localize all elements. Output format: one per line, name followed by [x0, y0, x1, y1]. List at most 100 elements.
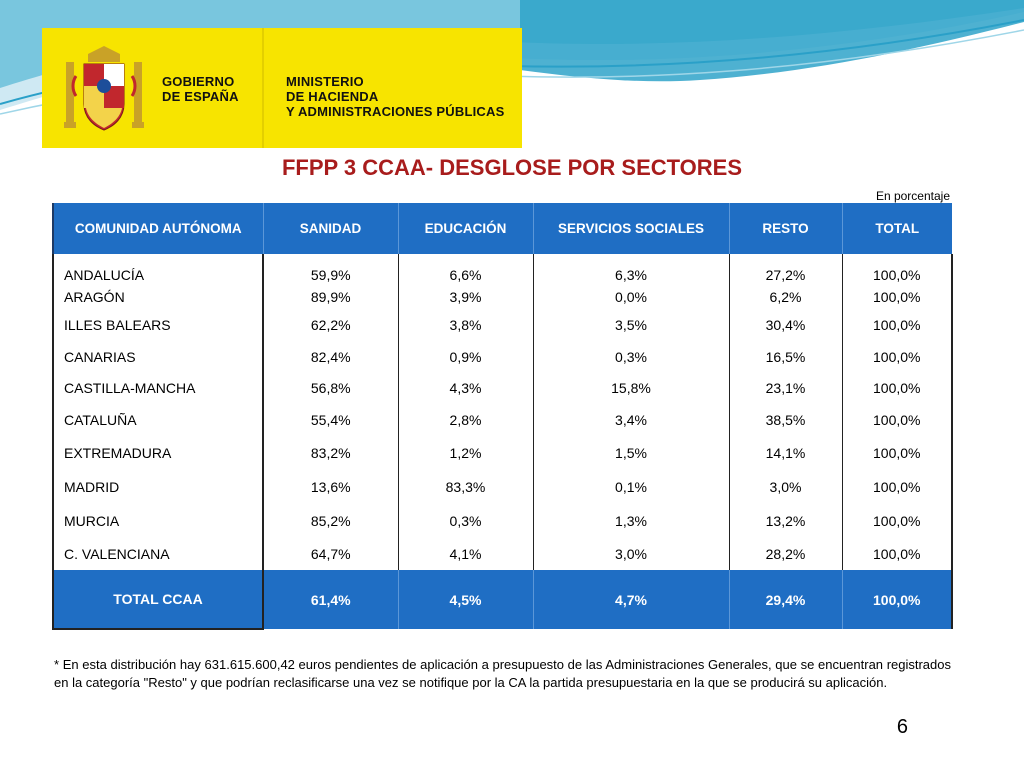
total-percentage-cell: 100,0% [842, 570, 953, 629]
table-row: ARAGÓN 89,9% 3,9% 0,0% 6,2% 100,0% [52, 285, 953, 308]
community-name-cell: ANDALUCÍA [52, 254, 264, 285]
percentage-cell: 13,2% [729, 505, 843, 537]
percentage-cell: 3,8% [398, 308, 534, 341]
logo-divider [262, 28, 264, 148]
percentage-cell: 28,2% [729, 537, 843, 570]
community-name-cell: C. VALENCIANA [52, 537, 264, 570]
percentage-cell: 23,1% [729, 372, 843, 403]
percentage-cell: 64,7% [263, 537, 399, 570]
percentage-cell: 2,8% [398, 403, 534, 436]
percentage-cell: 0,0% [533, 285, 730, 308]
percentage-cell: 3,5% [533, 308, 730, 341]
total-percentage-cell: 4,5% [398, 570, 534, 629]
table-row: CANARIAS 82,4% 0,9% 0,3% 16,5% 100,0% [52, 341, 953, 372]
government-line-2: DE ESPAÑA [162, 89, 239, 104]
community-name-cell: CATALUÑA [52, 403, 264, 436]
percentage-cell: 100,0% [842, 505, 953, 537]
total-label-cell: TOTAL CCAA [52, 570, 264, 630]
table-header-row: COMUNIDAD AUTÓNOMA SANIDAD EDUCACIÓN SER… [52, 203, 952, 254]
percentage-cell: 62,2% [263, 308, 399, 341]
government-name: GOBIERNO DE ESPAÑA [162, 74, 239, 104]
table-row: EXTREMADURA 83,2% 1,2% 1,5% 14,1% 100,0% [52, 436, 953, 469]
ministry-line-2: DE HACIENDA [286, 89, 379, 104]
percentage-cell: 1,3% [533, 505, 730, 537]
total-percentage-cell: 61,4% [263, 570, 399, 629]
sector-table-container: COMUNIDAD AUTÓNOMA SANIDAD EDUCACIÓN SER… [52, 203, 953, 633]
percentage-cell: 14,1% [729, 436, 843, 469]
percentage-cell: 100,0% [842, 254, 953, 285]
table-row: MURCIA 85,2% 0,3% 1,3% 13,2% 100,0% [52, 505, 953, 537]
column-header-social-services: SERVICIOS SOCIALES [533, 203, 730, 254]
coat-of-arms-icon [64, 46, 144, 131]
percentage-cell: 1,2% [398, 436, 534, 469]
column-header-other: RESTO [729, 203, 843, 254]
table-row: ANDALUCÍA 59,9% 6,6% 6,3% 27,2% 100,0% [52, 254, 953, 285]
percentage-cell: 16,5% [729, 341, 843, 372]
community-name-cell: ARAGÓN [52, 285, 264, 308]
percentage-cell: 89,9% [263, 285, 399, 308]
percentage-cell: 38,5% [729, 403, 843, 436]
ministry-name: MINISTERIO DE HACIENDA Y ADMINISTRACIONE… [286, 74, 504, 119]
percentage-cell: 100,0% [842, 537, 953, 570]
percentage-cell: 83,2% [263, 436, 399, 469]
community-name-cell: CASTILLA-MANCHA [52, 372, 264, 403]
percentage-cell: 55,4% [263, 403, 399, 436]
page-number: 6 [896, 716, 908, 738]
percentage-cell: 4,1% [398, 537, 534, 570]
percentage-cell: 15,8% [533, 372, 730, 403]
percentage-cell: 30,4% [729, 308, 843, 341]
footnote: * En esta distribución hay 631.615.600,4… [54, 657, 951, 690]
percentage-cell: 82,4% [263, 341, 399, 372]
percentage-cell: 6,3% [533, 254, 730, 285]
percentage-cell: 100,0% [842, 372, 953, 403]
percentage-cell: 100,0% [842, 285, 953, 308]
ministry-line-3: Y ADMINISTRACIONES PÚBLICAS [286, 104, 505, 119]
unit-note: En porcentaje [875, 189, 950, 203]
column-header-education: EDUCACIÓN [398, 203, 534, 254]
percentage-cell: 3,4% [533, 403, 730, 436]
community-name-cell: MURCIA [52, 505, 264, 537]
table-row: CASTILLA-MANCHA 56,8% 4,3% 15,8% 23,1% 100,0% [52, 372, 953, 403]
community-name-cell: EXTREMADURA [52, 436, 264, 469]
percentage-cell: 27,2% [729, 254, 843, 285]
sector-breakdown-table: COMUNIDAD AUTÓNOMA SANIDAD EDUCACIÓN SER… [52, 203, 953, 630]
community-name-cell: MADRID [52, 469, 264, 505]
percentage-cell: 3,9% [398, 285, 534, 308]
table-body: ANDALUCÍA 59,9% 6,6% 6,3% 27,2% 100,0% ARAGÓN 8… [52, 254, 953, 630]
percentage-cell: 85,2% [263, 505, 399, 537]
percentage-cell: 56,8% [263, 372, 399, 403]
percentage-cell: 13,6% [263, 469, 399, 505]
column-header-total: TOTAL [842, 203, 952, 254]
slide-title: FFPP 3 CCAA- DESGLOSE POR SECTORES [281, 155, 743, 180]
percentage-cell: 4,3% [398, 372, 534, 403]
percentage-cell: 100,0% [842, 341, 953, 372]
percentage-cell: 100,0% [842, 436, 953, 469]
percentage-cell: 3,0% [729, 469, 843, 505]
percentage-cell: 59,9% [263, 254, 399, 285]
table-row: MADRID 13,6% 83,3% 0,1% 3,0% 100,0% [52, 469, 953, 505]
percentage-cell: 1,5% [533, 436, 730, 469]
community-name-cell: ILLES BALEARS [52, 308, 264, 341]
government-line-1: GOBIERNO [162, 74, 235, 89]
percentage-cell: 6,2% [729, 285, 843, 308]
table-row: ILLES BALEARS 62,2% 3,8% 3,5% 30,4% 100,0% [52, 308, 953, 341]
total-row: TOTAL CCAA 61,4% 4,5% 4,7% 29,4% 100,0% [52, 570, 953, 630]
column-header-community: COMUNIDAD AUTÓNOMA [52, 203, 264, 254]
percentage-cell: 100,0% [842, 403, 953, 436]
table-row: CATALUÑA 55,4% 2,8% 3,4% 38,5% 100,0% [52, 403, 953, 436]
table-row: C. VALENCIANA 64,7% 4,1% 3,0% 28,2% 100,0% [52, 537, 953, 570]
percentage-cell: 100,0% [842, 308, 953, 341]
percentage-cell: 0,9% [398, 341, 534, 372]
percentage-cell: 100,0% [842, 469, 953, 505]
government-logo-band: GOBIERNO DE ESPAÑA MINISTERIO DE HACIEND… [42, 28, 522, 148]
community-name-cell: CANARIAS [52, 341, 264, 372]
percentage-cell: 0,3% [398, 505, 534, 537]
column-header-health: SANIDAD [263, 203, 399, 254]
percentage-cell: 83,3% [398, 469, 534, 505]
percentage-cell: 0,3% [533, 341, 730, 372]
percentage-cell: 0,1% [533, 469, 730, 505]
percentage-cell: 6,6% [398, 254, 534, 285]
ministry-line-1: MINISTERIO [286, 74, 364, 89]
total-percentage-cell: 29,4% [729, 570, 843, 629]
percentage-cell: 3,0% [533, 537, 730, 570]
